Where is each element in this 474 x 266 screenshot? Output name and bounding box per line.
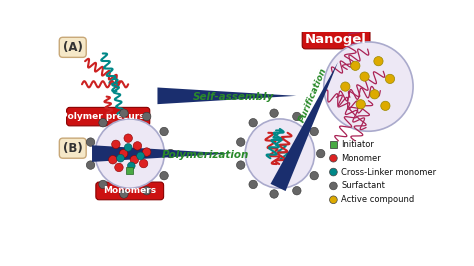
Text: Polymerization: Polymerization (162, 150, 249, 160)
Circle shape (317, 149, 325, 158)
FancyBboxPatch shape (66, 107, 150, 126)
Circle shape (310, 171, 319, 180)
Circle shape (374, 57, 383, 66)
FancyBboxPatch shape (302, 30, 370, 49)
Circle shape (139, 159, 148, 168)
Text: Active compound: Active compound (341, 195, 415, 204)
Circle shape (133, 142, 142, 150)
Circle shape (249, 180, 257, 189)
Circle shape (249, 118, 257, 127)
Circle shape (292, 112, 301, 121)
Circle shape (128, 162, 135, 170)
Circle shape (329, 182, 337, 190)
Circle shape (124, 144, 132, 151)
Text: Purification: Purification (297, 66, 328, 124)
Circle shape (245, 119, 315, 188)
Circle shape (120, 109, 128, 117)
Circle shape (86, 138, 95, 146)
Circle shape (341, 82, 350, 91)
Text: Initiator: Initiator (341, 140, 374, 149)
Circle shape (143, 186, 151, 195)
Text: Monomer: Monomer (341, 154, 381, 163)
Circle shape (356, 100, 365, 109)
Circle shape (120, 190, 128, 198)
Circle shape (86, 161, 95, 169)
Text: Polymer precursor: Polymer precursor (61, 112, 155, 121)
Circle shape (237, 138, 245, 146)
Circle shape (143, 112, 151, 121)
Circle shape (130, 156, 138, 164)
Text: Self-assembly: Self-assembly (193, 92, 274, 102)
Circle shape (385, 74, 395, 84)
Text: (A): (A) (63, 41, 82, 54)
Circle shape (117, 154, 124, 162)
Circle shape (112, 140, 120, 149)
Circle shape (99, 118, 107, 127)
Circle shape (95, 119, 164, 188)
Text: (B): (B) (63, 142, 82, 155)
Circle shape (370, 90, 379, 99)
Text: Nanogel: Nanogel (305, 33, 367, 46)
Bar (330, 141, 337, 148)
Circle shape (381, 101, 390, 110)
Circle shape (351, 61, 360, 70)
Circle shape (137, 152, 145, 160)
Circle shape (119, 149, 128, 158)
Circle shape (270, 109, 278, 117)
Circle shape (292, 186, 301, 195)
FancyBboxPatch shape (96, 182, 164, 200)
Circle shape (270, 190, 278, 198)
Circle shape (324, 42, 413, 131)
Circle shape (160, 171, 168, 180)
Text: Surfactant: Surfactant (341, 181, 385, 190)
Circle shape (237, 161, 245, 169)
Bar (126, 167, 133, 174)
Circle shape (115, 163, 123, 172)
Circle shape (143, 148, 151, 156)
Circle shape (329, 196, 337, 204)
Text: Monomers: Monomers (103, 186, 156, 196)
Text: Cross-Linker monomer: Cross-Linker monomer (341, 168, 437, 177)
Circle shape (329, 168, 337, 176)
Circle shape (160, 127, 168, 136)
Circle shape (166, 149, 175, 158)
Circle shape (99, 180, 107, 189)
Circle shape (310, 127, 319, 136)
Circle shape (360, 72, 369, 81)
Circle shape (124, 134, 132, 142)
Circle shape (329, 154, 337, 162)
Circle shape (109, 156, 117, 164)
